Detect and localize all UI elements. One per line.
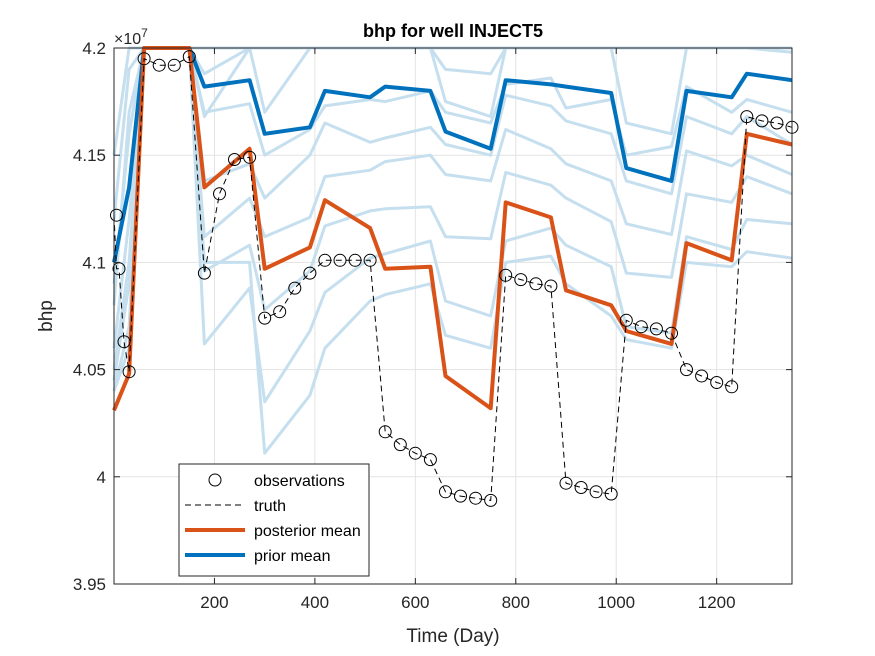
observation-marker	[619, 313, 633, 327]
ensemble-member-line	[112, 46, 793, 284]
observation-marker	[680, 363, 693, 377]
y-axis-label: bhp	[36, 300, 57, 332]
observation-marker	[589, 485, 603, 499]
observation-marker	[439, 485, 452, 499]
observation-marker	[529, 277, 543, 291]
legend-observations-marker	[208, 473, 222, 487]
y-exponent-label: ×107	[114, 26, 148, 48]
observation-marker	[152, 58, 166, 72]
observation-marker	[348, 253, 362, 267]
observation-marker	[288, 281, 302, 295]
observation-marker	[333, 253, 347, 267]
observation-marker	[182, 50, 196, 64]
observation-marker	[110, 208, 123, 222]
observation-marker	[243, 150, 257, 164]
y-exponent-power: 7	[141, 26, 148, 40]
observation-marker	[665, 326, 678, 340]
tick-group: 200 400 600 800 1000 1200 3.95 4 4.05 4.1 4.15 4.2	[73, 39, 792, 612]
x-tick-label: 400	[301, 593, 329, 612]
legend-truth-label: truth	[254, 498, 286, 515]
observation-marker	[258, 311, 272, 325]
x-tick-label: 800	[502, 593, 530, 612]
y-tick-label: 4.1	[82, 253, 106, 272]
observation-marker	[710, 376, 724, 389]
y-tick-label: 4	[97, 468, 106, 487]
observation-marker	[273, 305, 287, 319]
legend-posterior-label: posterior mean	[254, 523, 361, 540]
y-tick-label: 4.15	[73, 146, 106, 165]
observation-marker	[755, 114, 769, 128]
posterior-mean-line	[112, 46, 793, 412]
observation-marker	[454, 489, 467, 503]
observation-marker	[649, 322, 663, 336]
x-tick-label: 1200	[698, 593, 736, 612]
x-tick-label: 1000	[597, 593, 635, 612]
observation-marker	[484, 493, 498, 507]
x-tick-label: 600	[401, 593, 429, 612]
observation-marker	[167, 58, 181, 72]
x-tick-label: 200	[200, 593, 228, 612]
chart-title: bhp for well INJECT5	[363, 21, 543, 41]
y-tick-label: 3.95	[73, 575, 106, 594]
observation-marker	[634, 320, 648, 334]
observation-marker	[770, 116, 784, 130]
observation-marker	[740, 110, 754, 124]
observation-marker	[574, 481, 588, 494]
observation-marker	[514, 273, 528, 287]
observation-marker	[363, 253, 377, 267]
observation-marker	[137, 52, 151, 66]
observation-marker	[393, 438, 407, 452]
prior-mean-line	[112, 46, 793, 263]
observation-marker	[228, 153, 241, 166]
observation-marker	[423, 453, 437, 467]
legend-box	[178, 463, 370, 577]
observation-marker	[544, 279, 558, 293]
observation-marker	[559, 476, 573, 490]
observation-marker	[303, 266, 317, 280]
axes-box	[113, 47, 793, 585]
y-tick-label: 4.05	[73, 361, 106, 380]
legend-prior-label: prior mean	[254, 548, 330, 565]
observation-marker	[122, 365, 136, 379]
legend: observations truth posterior mean prior …	[178, 463, 370, 577]
observation-marker	[408, 446, 422, 460]
y-tick-label: 4.2	[82, 39, 106, 58]
truth-line	[113, 55, 793, 501]
legend-observations-label: observations	[254, 473, 345, 490]
observation-marker	[117, 335, 131, 349]
observation-marker	[318, 253, 332, 267]
y-exponent-base: ×10	[114, 31, 141, 48]
observation-marker	[499, 268, 513, 282]
observation-marker	[725, 380, 739, 394]
x-axis-label: Time (Day)	[406, 626, 499, 647]
observation-marker	[197, 266, 211, 280]
ensemble-member-line	[112, 46, 793, 370]
observation-marker	[213, 187, 226, 201]
observation-marker	[604, 487, 618, 501]
observation-marker	[469, 491, 483, 505]
observation-marker	[378, 425, 392, 439]
observation-marker	[695, 369, 709, 383]
series-group	[110, 46, 799, 507]
